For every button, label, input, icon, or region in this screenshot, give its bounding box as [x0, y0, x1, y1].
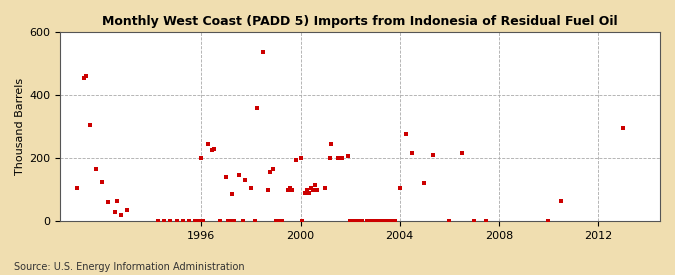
- Point: [301, 187, 312, 192]
- Point: [240, 178, 250, 182]
- Point: [308, 187, 319, 192]
- Point: [427, 153, 438, 157]
- Point: [84, 123, 95, 127]
- Point: [400, 132, 411, 137]
- Point: [326, 142, 337, 146]
- Point: [262, 187, 273, 192]
- Point: [250, 219, 261, 223]
- Point: [324, 156, 335, 160]
- Point: [357, 219, 368, 223]
- Point: [297, 219, 308, 223]
- Point: [97, 179, 107, 184]
- Point: [456, 151, 467, 155]
- Title: Monthly West Coast (PADD 5) Imports from Indonesia of Residual Fuel Oil: Monthly West Coast (PADD 5) Imports from…: [102, 15, 618, 28]
- Point: [394, 186, 405, 190]
- Point: [270, 219, 281, 223]
- Point: [306, 186, 317, 190]
- Point: [159, 219, 169, 223]
- Point: [343, 154, 354, 159]
- Point: [481, 219, 492, 223]
- Point: [285, 186, 296, 190]
- Point: [215, 219, 225, 223]
- Point: [268, 167, 279, 171]
- Point: [103, 200, 114, 204]
- Point: [332, 156, 343, 160]
- Point: [320, 186, 331, 190]
- Point: [207, 148, 217, 152]
- Point: [264, 170, 275, 174]
- Point: [227, 192, 238, 196]
- Point: [303, 191, 314, 195]
- Point: [277, 219, 288, 223]
- Point: [198, 219, 209, 223]
- Point: [353, 219, 364, 223]
- Point: [72, 186, 83, 190]
- Point: [419, 181, 430, 185]
- Point: [111, 198, 122, 203]
- Point: [618, 126, 628, 130]
- Point: [223, 219, 234, 223]
- Point: [369, 219, 380, 223]
- Point: [238, 219, 248, 223]
- Point: [109, 209, 120, 214]
- Point: [386, 219, 397, 223]
- Point: [194, 219, 205, 223]
- Point: [382, 219, 393, 223]
- Point: [80, 74, 91, 78]
- Point: [295, 156, 306, 160]
- Point: [309, 183, 320, 187]
- Point: [374, 219, 385, 223]
- Point: [390, 219, 401, 223]
- Point: [349, 219, 360, 223]
- Point: [275, 219, 286, 223]
- Point: [165, 219, 176, 223]
- Point: [246, 186, 256, 190]
- Point: [444, 219, 455, 223]
- Point: [299, 191, 310, 195]
- Point: [337, 156, 348, 160]
- Point: [312, 187, 323, 192]
- Point: [283, 187, 294, 192]
- Point: [153, 219, 163, 223]
- Point: [233, 173, 244, 178]
- Point: [209, 146, 219, 151]
- Point: [287, 187, 298, 192]
- Point: [556, 198, 566, 203]
- Point: [468, 219, 479, 223]
- Point: [272, 219, 283, 223]
- Point: [365, 219, 376, 223]
- Text: Source: U.S. Energy Information Administration: Source: U.S. Energy Information Administ…: [14, 262, 244, 272]
- Point: [225, 219, 236, 223]
- Point: [361, 219, 372, 223]
- Point: [122, 208, 132, 212]
- Point: [78, 75, 89, 80]
- Point: [252, 105, 263, 110]
- Point: [171, 219, 182, 223]
- Point: [196, 156, 207, 160]
- Point: [221, 175, 232, 179]
- Point: [345, 219, 356, 223]
- Point: [406, 151, 417, 155]
- Point: [190, 219, 200, 223]
- Point: [258, 50, 269, 55]
- Point: [229, 219, 240, 223]
- Y-axis label: Thousand Barrels: Thousand Barrels: [15, 78, 25, 175]
- Point: [90, 167, 101, 171]
- Point: [378, 219, 389, 223]
- Point: [291, 157, 302, 162]
- Point: [543, 219, 554, 223]
- Point: [202, 142, 213, 146]
- Point: [184, 219, 194, 223]
- Point: [115, 213, 126, 217]
- Point: [178, 219, 188, 223]
